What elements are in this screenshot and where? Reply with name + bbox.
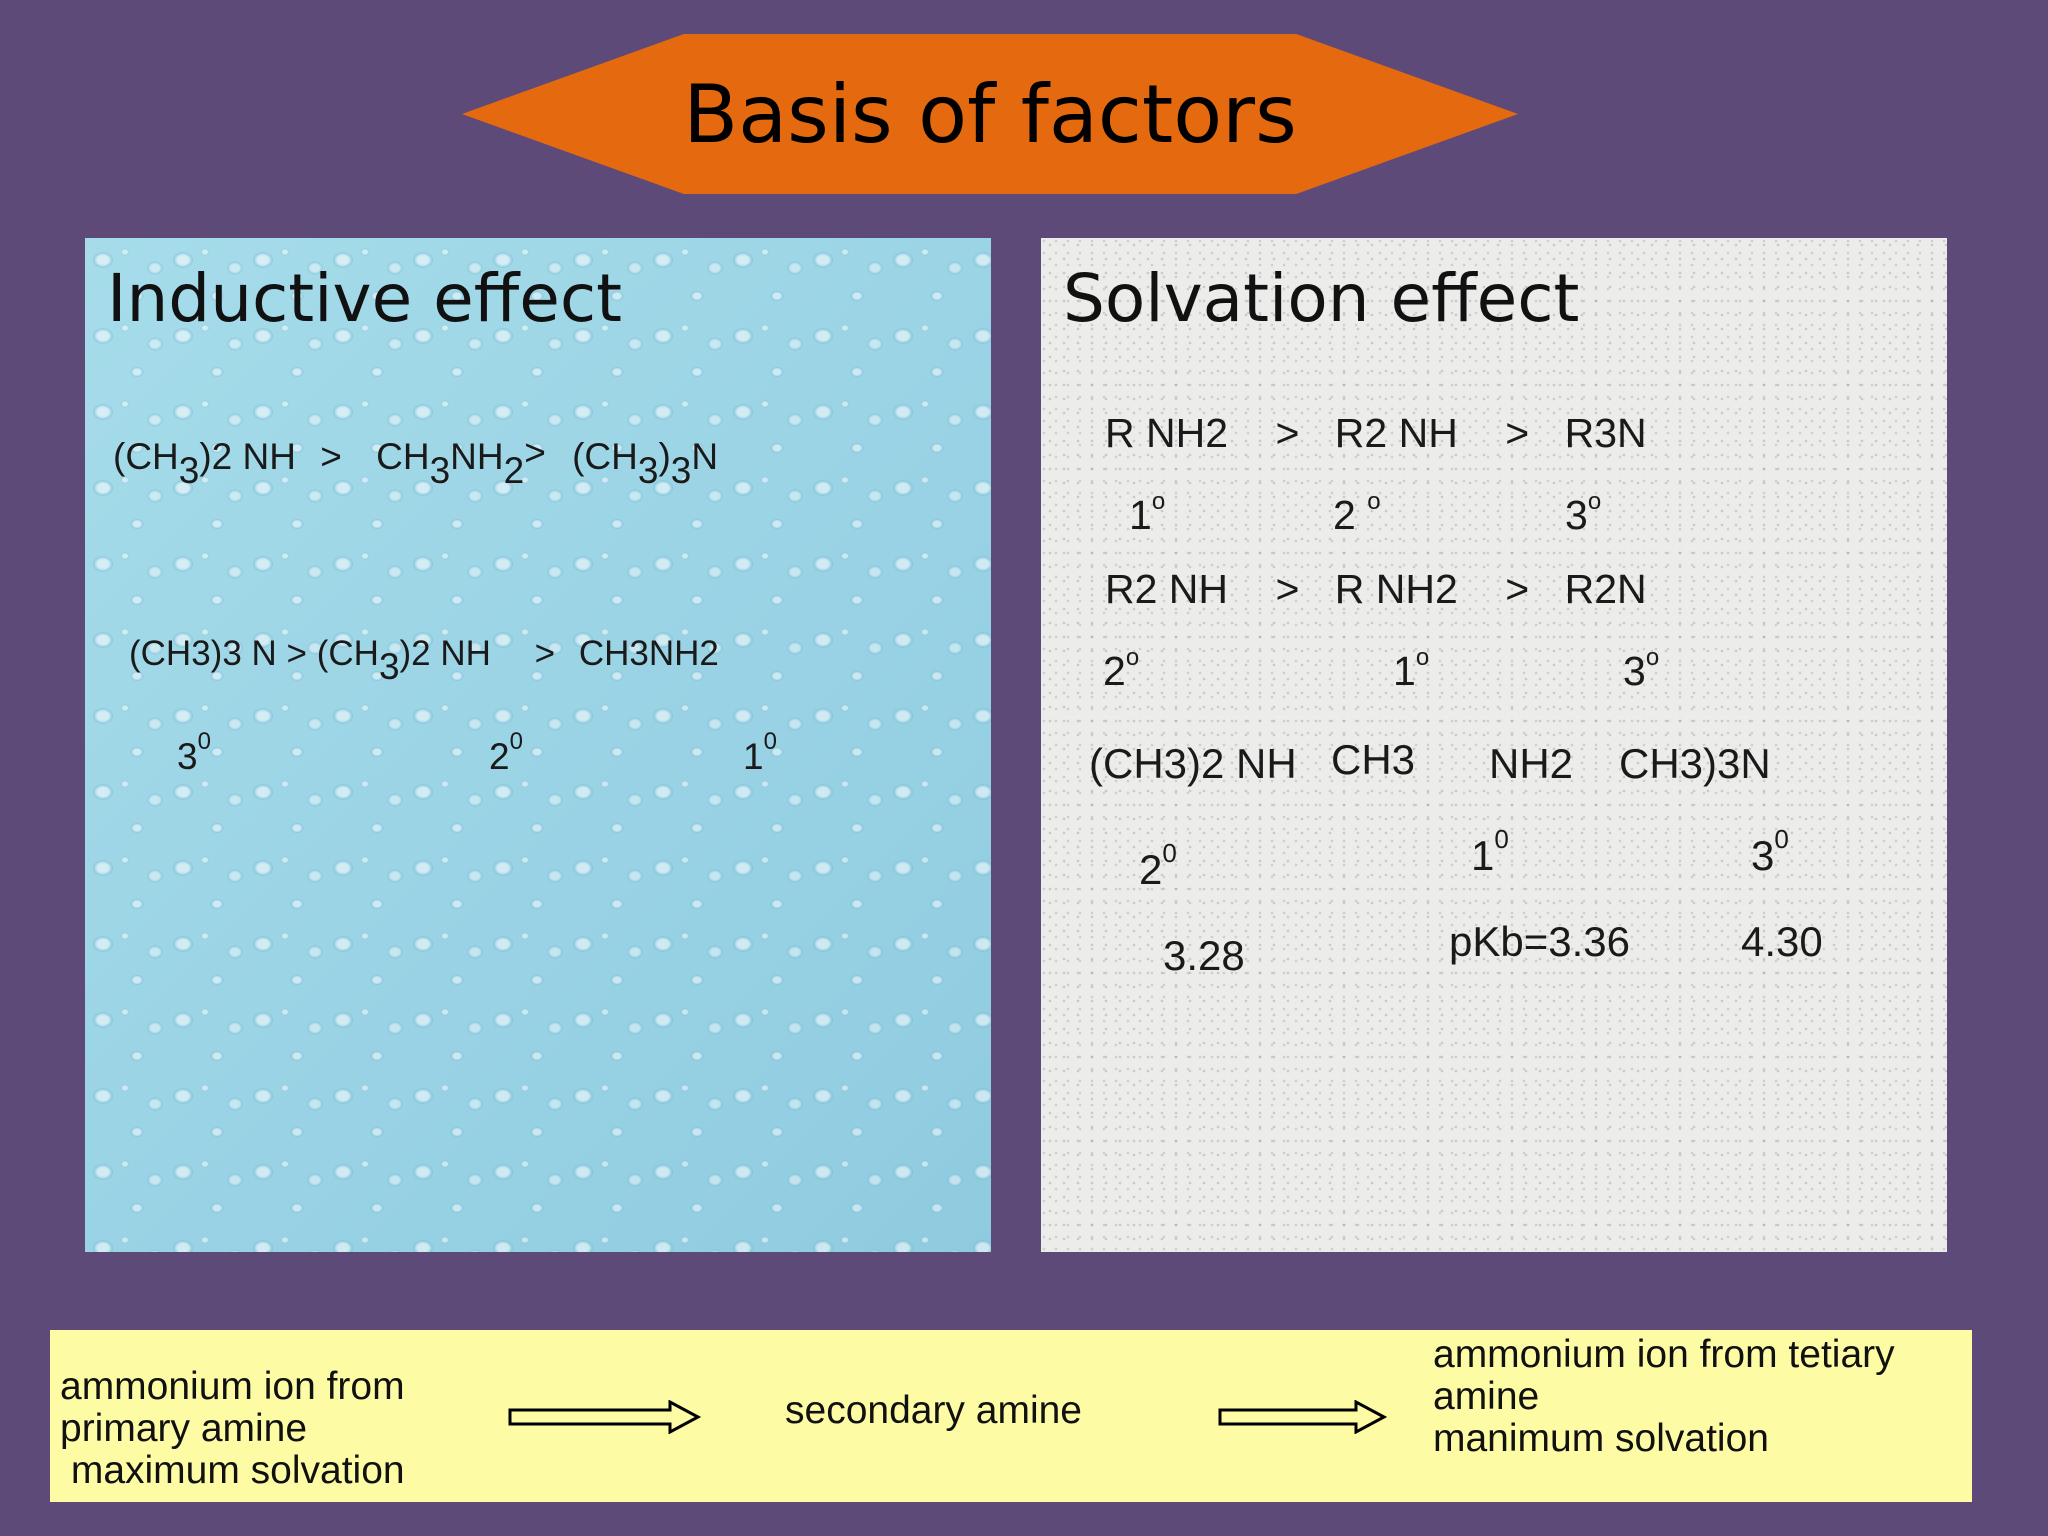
solvation-degree-2a: 2o (1103, 644, 1140, 694)
strip-secondary-text: secondary amine (785, 1389, 1082, 1432)
solvation-degree-3b: 10 (1471, 824, 1509, 879)
inductive-degree-primary: 10 (743, 728, 777, 777)
solvation-degree-3a: 20 (1139, 838, 1177, 893)
solvation-order-row-1: R NH2 > R2 NH > R3N (1105, 410, 1647, 456)
inductive-order-row-2: (CH3)3 N > (CH3)2 NH > CH3NH2 (129, 634, 719, 687)
slide-title: Basis of factors (683, 67, 1297, 161)
solvation-degree-2c: 3o (1623, 644, 1660, 694)
right-arrow-icon-1 (508, 1400, 702, 1434)
solvation-degree-1a: 1o (1129, 488, 1166, 538)
strip-primary-text: ammonium ion from primary amine maximum … (60, 1365, 405, 1492)
right-arrow-icon-2 (1218, 1400, 1388, 1434)
pkb-secondary: 3.28 (1163, 932, 1245, 979)
solvation-amine-ch3: CH3 (1331, 736, 1416, 783)
solvation-degree-3c: 30 (1751, 824, 1789, 879)
solvation-degree-1b: 2 o (1333, 488, 1381, 538)
solvation-amine-trimethyl: CH3)3N (1619, 740, 1771, 787)
solvation-degree-2b: 1o (1393, 644, 1430, 694)
solvation-order-row-2: R2 NH > R NH2 > R2N (1105, 566, 1647, 612)
solvation-degree-1c: 3o (1565, 488, 1602, 538)
title-banner (462, 34, 1518, 194)
inductive-degree-secondary: 20 (489, 728, 523, 777)
pkb-tertiary: 4.30 (1741, 918, 1823, 965)
pkb-primary: pKb=3.36 (1449, 918, 1631, 965)
solvation-amine-dimethyl: (CH3)2 NH (1089, 740, 1297, 787)
solvation-amine-nh2: NH2 (1489, 740, 1574, 787)
inductive-heading: Inductive effect (107, 260, 623, 337)
inductive-order-row-1: (CH3)2 NH > CH3NH2> (CH3)3N (113, 432, 719, 491)
strip-tertiary-text: ammonium ion from tetiary amine manimum … (1433, 1333, 1895, 1460)
inductive-degree-tertiary: 30 (177, 728, 211, 777)
solvation-summary-strip: ammonium ion from primary amine maximum … (50, 1330, 1972, 1502)
inductive-effect-panel: Inductive effect (CH3)2 NH > CH3NH2> (CH… (85, 238, 991, 1252)
solvation-effect-panel: Solvation effect R NH2 > R2 NH > R3N 1o … (1041, 238, 1947, 1252)
solvation-heading: Solvation effect (1063, 260, 1580, 337)
